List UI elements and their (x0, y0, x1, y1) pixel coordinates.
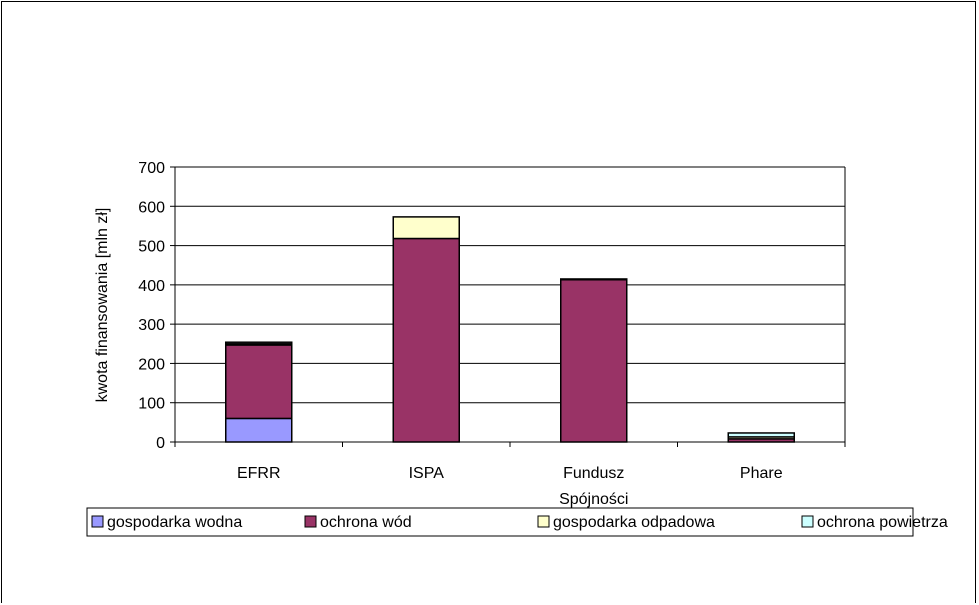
bar-segment (560, 279, 628, 443)
x-tick-label: ISPA (409, 465, 445, 482)
legend-swatch (91, 515, 104, 528)
bar-segment (225, 417, 293, 443)
axes (170, 166, 846, 447)
legend-label: ochrona powietrza (817, 514, 948, 531)
bar-segment (225, 344, 293, 420)
bar-segment (560, 278, 628, 281)
legend: gospodarka wodna ochrona wód gospodarka od… (86, 507, 948, 537)
y-tick-label: 0 (156, 435, 165, 452)
y-tick-label: 600 (138, 199, 165, 216)
legend-box (86, 507, 914, 537)
legend-swatch (537, 515, 550, 528)
x-tick-labels: EFRR ISPA Fundusz Spójności Phare (237, 465, 783, 508)
bar-segment (225, 341, 293, 345)
legend-label: ochrona wód (320, 514, 412, 531)
legend-swatch (304, 515, 317, 528)
x-tick-label: Phare (740, 465, 783, 482)
y-tick-label: 300 (138, 317, 165, 334)
y-tick-label: 500 (138, 239, 165, 256)
y-tick-label: 100 (138, 396, 165, 413)
y-tick-label: 700 (138, 160, 165, 177)
y-tick-labels: 0 100 200 300 400 500 600 700 (138, 160, 165, 452)
bar-segment (392, 216, 460, 240)
legend-swatch (801, 515, 814, 528)
y-tick-label: 400 (138, 278, 165, 295)
legend-label: gospodarka wodna (107, 514, 242, 531)
y-tick-label: 200 (138, 356, 165, 373)
bars (225, 216, 795, 443)
legend-label: gospodarka odpadowa (553, 514, 715, 531)
x-tick-label: Fundusz Spójności (559, 465, 628, 508)
bar-segment (392, 237, 460, 443)
x-tick-label: EFRR (237, 465, 281, 482)
y-axis-label: kwota finansowania [mln zł] (94, 208, 111, 403)
bar-segment (727, 432, 795, 438)
